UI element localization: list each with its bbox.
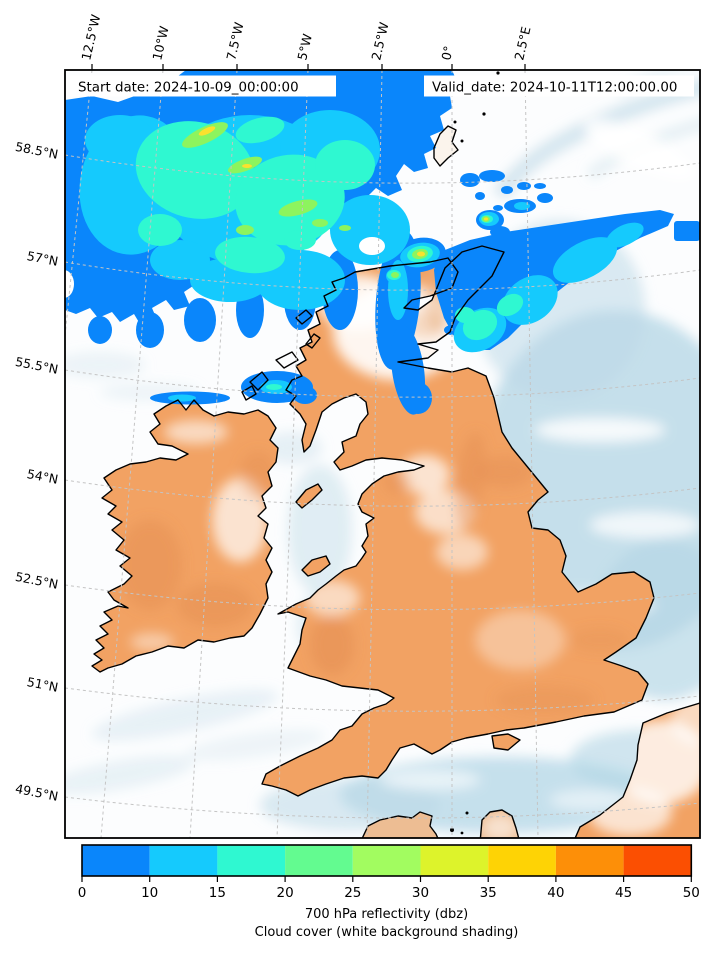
colorbar-tick-label: 40	[547, 885, 564, 901]
lat-tick-label: 57°N	[26, 248, 60, 269]
lat-tick-label: 49.5°N	[14, 781, 60, 804]
longitude-axis-labels: 12.5°W 10°W 7.5°W 5°W 2.5°W 0° 2.5°E	[78, 13, 533, 62]
colorbar-tick-label: 35	[480, 885, 497, 901]
colorbar: 0 10 15 20 25 30 35 40 45 50 700 hPa ref…	[78, 844, 700, 940]
colorbar-ticks	[81, 876, 692, 882]
colorbar-border	[81, 844, 693, 877]
colorbar-tick-label: 15	[209, 885, 226, 901]
colorbar-tick-labels: 0 10 15 20 25 30 35 40 45 50	[78, 885, 700, 901]
colorbar-tick-label: 45	[615, 885, 632, 901]
lon-tick-label: 10°W	[149, 25, 171, 62]
lon-tick-label: 2.5°E	[511, 25, 533, 62]
colorbar-caption-line2: Cloud cover (white background shading)	[255, 925, 519, 940]
colorbar-tick-label: 20	[277, 885, 294, 901]
colorbar-segment	[285, 845, 353, 876]
colorbar-tick-label: 0	[78, 885, 87, 901]
reflectivity-yellow-25-30dbz	[198, 126, 488, 257]
latitude-axis-labels: 58.5°N 57°N 55.5°N 54°N 52.5°N 51°N 49.5…	[14, 139, 60, 804]
coastlines	[91, 125, 700, 838]
colorbar-tick-label: 50	[683, 885, 700, 901]
lat-tick-label: 54°N	[26, 466, 60, 487]
small-islets	[450, 71, 500, 835]
lat-tick-label: 58.5°N	[14, 139, 60, 162]
colorbar-segment	[555, 845, 624, 876]
lat-tick-label: 52.5°N	[14, 569, 60, 592]
start-date-label-bg	[70, 75, 336, 97]
colorbar-segment	[149, 845, 218, 876]
top-axis-ticks	[91, 64, 526, 70]
lat-tick-label: 51°N	[26, 674, 60, 695]
colorbar-tick-label: 10	[141, 885, 158, 901]
colorbar-segment	[623, 845, 692, 876]
lon-tick-label: 0°	[438, 44, 456, 61]
colorbar-tick-label: 30	[412, 885, 429, 901]
colorbar-segment	[82, 845, 150, 876]
valid-date-label: Valid_date: 2024-10-11T12:00:00.00	[432, 81, 677, 96]
colorbar-tick-label: 25	[344, 885, 361, 901]
start-date-label: Start date: 2024-10-09_00:00:00	[78, 81, 299, 96]
lon-tick-label: 7.5°W	[223, 21, 246, 62]
gridlines	[65, 70, 700, 838]
colorbar-caption-line1: 700 hPa reflectivity (dbz)	[305, 907, 468, 922]
reflectivity-green-20-25dbz	[182, 122, 490, 278]
lon-tick-label: 5°W	[294, 32, 315, 61]
colorbar-segment	[352, 845, 421, 876]
lat-tick-label: 55.5°N	[14, 354, 60, 377]
lon-tick-label: 12.5°W	[78, 13, 103, 62]
colorbar-segment	[217, 845, 286, 876]
colorbar-segment	[420, 845, 489, 876]
lon-tick-label: 2.5°W	[368, 21, 391, 62]
colorbar-segment	[488, 845, 556, 876]
valid-date-label-bg	[424, 75, 694, 97]
colorbar-segments	[82, 845, 692, 876]
